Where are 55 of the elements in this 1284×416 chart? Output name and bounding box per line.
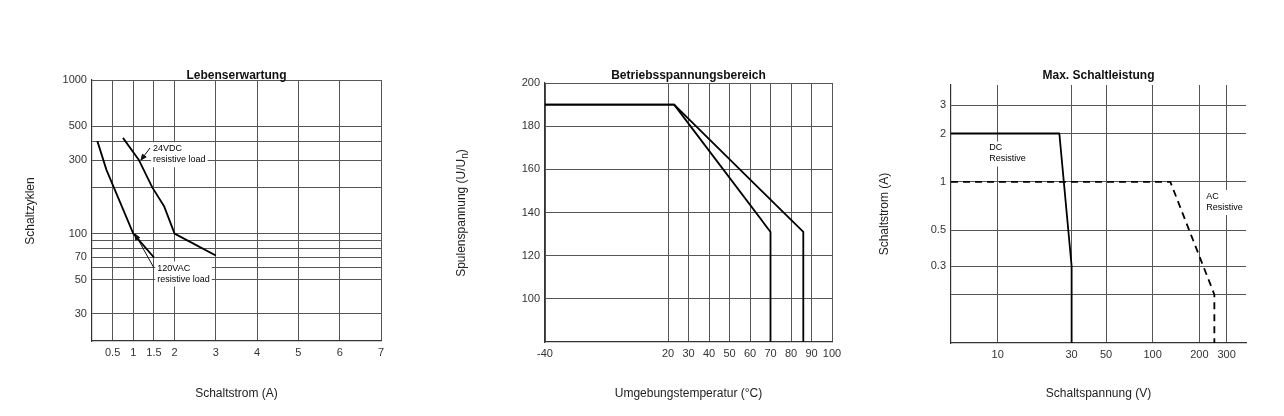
chart-title: Lebenserwartung [186, 68, 287, 82]
x-tick-label: 100 [1143, 347, 1162, 360]
series-label: DC Resistive [989, 142, 1026, 164]
text: AC Resistive [1206, 190, 1243, 212]
x-tick-label: 30 [682, 346, 695, 359]
x-tick-label: 40 [702, 346, 716, 359]
x-axis-title: Schaltspannung (V) [1045, 386, 1152, 400]
y-tick-label: 0.3 [930, 259, 946, 272]
x-tick-label: 3 [212, 345, 219, 358]
y-tick-label: 1 [939, 174, 946, 187]
x-tick-label: 1 [130, 345, 137, 358]
x-tick-label: 10 [991, 347, 1004, 360]
y-tick-label: 1000 [62, 73, 87, 86]
y-tick-label: 300 [68, 153, 87, 166]
x-tick-label: 0.5 [104, 345, 121, 358]
y-tick-label: 140 [521, 205, 540, 218]
x-tick-label: 6 [336, 345, 343, 358]
x-tick-label: 5 [295, 345, 302, 358]
chart-title: Max. Schaltleistung [1042, 68, 1155, 82]
x-tick-label: 2 [171, 345, 178, 358]
x-tick-label: 300 [1217, 347, 1236, 360]
x-tick-label: 100 [822, 346, 842, 359]
y-tick-label: 30 [74, 306, 87, 319]
chart-title: Betriebsspannungsbereich [611, 68, 766, 82]
y-tick-label: 120 [521, 248, 540, 261]
x-tick-label: 60 [743, 346, 757, 359]
y-tick-label: 160 [521, 162, 540, 175]
series-label: 24VDC resistive load [153, 143, 206, 165]
x-tick-label: 200 [1190, 347, 1209, 360]
y-tick-label: 3 [939, 98, 946, 111]
y-tick-label: 0.5 [930, 223, 946, 236]
x-tick-label: 50 [723, 346, 736, 359]
x-tick-label: -40 [537, 346, 553, 359]
y-axis-title: Schaltzyklen [23, 176, 37, 245]
y-tick-label: 180 [521, 119, 540, 132]
y-tick-label: 100 [521, 291, 540, 304]
x-axis-title: Umgebungstemperatur (°C) [614, 386, 763, 400]
x-tick-label: 7 [377, 345, 385, 358]
x-tick-label: 70 [764, 346, 777, 359]
y-tick-label: 2 [939, 126, 946, 139]
y-tick-label: 500 [68, 119, 87, 132]
y-tick-label: 100 [68, 226, 87, 239]
x-tick-label: 50 [1099, 347, 1113, 360]
x-tick-label: 20 [661, 346, 675, 359]
y-axis-title: Schaltstrom (A) [877, 172, 891, 256]
y-tick-label: 70 [74, 250, 87, 263]
series-label: 120VAC resistive load [157, 262, 210, 284]
y-tick-label: 200 [521, 76, 540, 89]
x-tick-label: 30 [1065, 347, 1078, 360]
x-tick-label: 4 [254, 345, 261, 358]
y-tick-label: 50 [74, 272, 87, 285]
x-tick-label: 80 [784, 346, 798, 359]
x-tick-label: 1.5 [146, 345, 162, 358]
x-tick-label: 90 [805, 346, 818, 359]
x-axis-title: Schaltstrom (A) [195, 386, 278, 400]
